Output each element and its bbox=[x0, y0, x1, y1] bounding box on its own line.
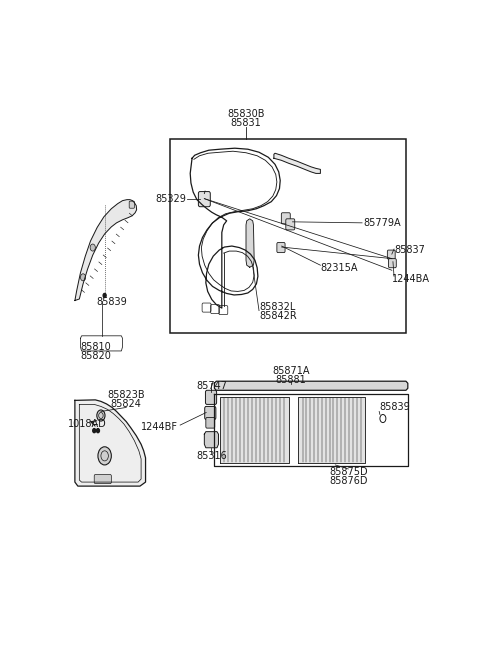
Text: 85876D: 85876D bbox=[329, 476, 368, 486]
Circle shape bbox=[81, 274, 85, 281]
Text: 85779A: 85779A bbox=[363, 218, 401, 228]
Circle shape bbox=[90, 244, 96, 251]
Text: 85747: 85747 bbox=[196, 381, 227, 391]
Text: 85824: 85824 bbox=[111, 399, 142, 409]
Text: 85881: 85881 bbox=[275, 375, 306, 385]
Polygon shape bbox=[246, 219, 254, 267]
Text: 85820: 85820 bbox=[80, 351, 111, 361]
Circle shape bbox=[97, 410, 105, 421]
FancyBboxPatch shape bbox=[277, 242, 285, 253]
Text: 1244BF: 1244BF bbox=[141, 422, 178, 432]
Circle shape bbox=[96, 428, 99, 433]
Text: 85316: 85316 bbox=[196, 451, 227, 461]
Circle shape bbox=[98, 447, 111, 465]
Text: 85329: 85329 bbox=[156, 194, 186, 204]
Polygon shape bbox=[274, 153, 321, 174]
Text: 85810: 85810 bbox=[80, 342, 111, 352]
FancyBboxPatch shape bbox=[206, 417, 215, 428]
Bar bbox=[170, 139, 406, 333]
Polygon shape bbox=[204, 432, 218, 448]
Text: 85823B: 85823B bbox=[108, 390, 145, 400]
Polygon shape bbox=[298, 398, 365, 463]
Text: 85839: 85839 bbox=[96, 297, 127, 307]
Circle shape bbox=[93, 428, 96, 433]
Polygon shape bbox=[75, 200, 137, 301]
Text: 85842R: 85842R bbox=[259, 310, 297, 321]
FancyBboxPatch shape bbox=[387, 250, 395, 259]
Text: 85871A: 85871A bbox=[272, 366, 310, 376]
Circle shape bbox=[103, 293, 106, 297]
FancyBboxPatch shape bbox=[129, 201, 134, 208]
FancyBboxPatch shape bbox=[198, 191, 210, 207]
Text: 1018AD: 1018AD bbox=[68, 419, 107, 428]
Polygon shape bbox=[75, 400, 145, 486]
FancyBboxPatch shape bbox=[388, 259, 396, 268]
FancyBboxPatch shape bbox=[281, 213, 290, 224]
FancyBboxPatch shape bbox=[286, 219, 295, 230]
Text: 85832L: 85832L bbox=[259, 302, 295, 312]
Text: 85837: 85837 bbox=[395, 245, 426, 255]
Text: 85839: 85839 bbox=[379, 402, 410, 413]
Polygon shape bbox=[220, 398, 289, 463]
Text: 1244BA: 1244BA bbox=[392, 274, 430, 284]
FancyBboxPatch shape bbox=[94, 474, 111, 483]
Text: 85875D: 85875D bbox=[329, 467, 368, 477]
FancyBboxPatch shape bbox=[204, 406, 216, 420]
FancyBboxPatch shape bbox=[205, 390, 216, 404]
Text: 82315A: 82315A bbox=[321, 263, 358, 273]
Polygon shape bbox=[215, 381, 408, 390]
Text: 85831: 85831 bbox=[230, 118, 262, 128]
Text: 85830B: 85830B bbox=[227, 109, 265, 119]
